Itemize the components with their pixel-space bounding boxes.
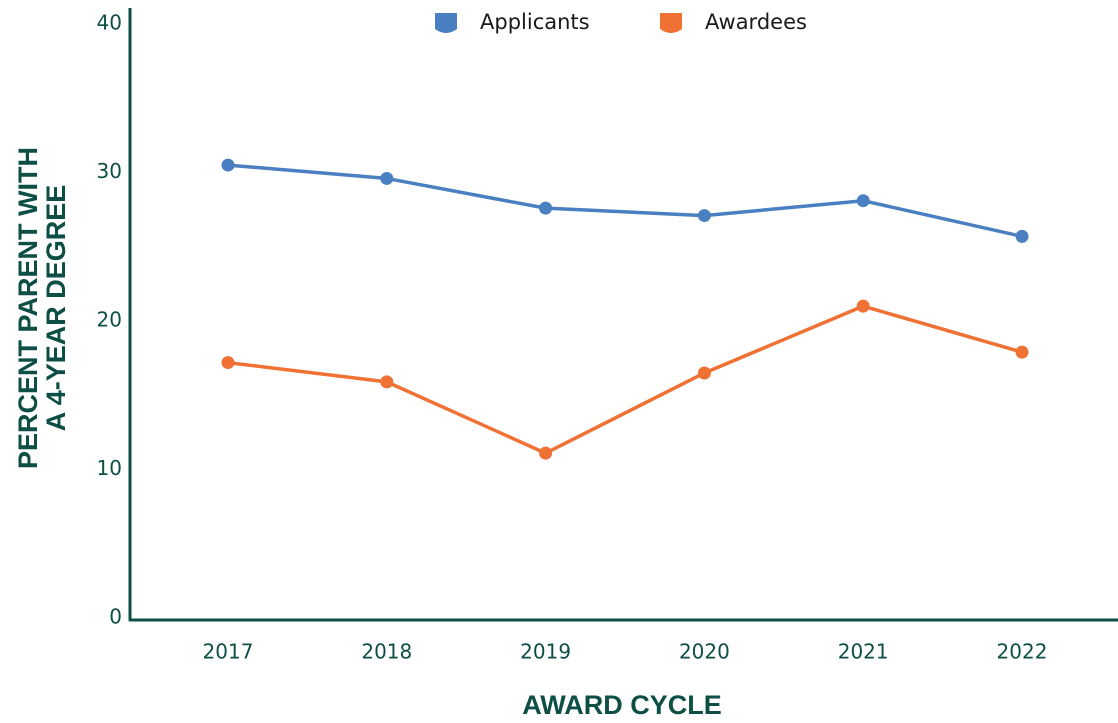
- point: [539, 201, 553, 215]
- point: [539, 446, 553, 460]
- legend-marker: [435, 13, 457, 33]
- y-axis-title-line: A 4-YEAR DEGREE: [41, 185, 71, 432]
- y-tick-label: 20: [97, 308, 122, 332]
- y-tick-label: 30: [97, 159, 122, 183]
- point: [380, 375, 394, 389]
- y-axis-title-line: PERCENT PARENT WITH: [13, 147, 43, 469]
- y-axis-title: PERCENT PARENT WITH A 4-YEAR DEGREE: [13, 147, 71, 469]
- x-tick-label: 2021: [838, 640, 889, 664]
- point: [856, 194, 870, 208]
- point: [1015, 345, 1029, 359]
- series-line: [227, 163, 1023, 239]
- series-line: [227, 304, 1023, 456]
- legend-label: Applicants: [480, 10, 590, 34]
- y-tick-label: 10: [97, 456, 122, 480]
- x-tick-label: 2022: [997, 640, 1048, 664]
- y-tick-label: 0: [109, 605, 122, 629]
- x-tick-label: 2018: [361, 640, 412, 664]
- point: [1015, 229, 1029, 243]
- point: [380, 171, 394, 185]
- point: [221, 356, 235, 370]
- x-tick-label: 2020: [679, 640, 730, 664]
- point: [856, 299, 870, 313]
- legend-marker: [660, 13, 682, 33]
- y-tick-label: 40: [97, 11, 122, 35]
- x-tick-label: 2019: [520, 640, 571, 664]
- x-axis-title: AWARD CYCLE: [522, 690, 722, 720]
- legend-label: Awardees: [705, 10, 807, 34]
- point: [697, 366, 711, 380]
- point: [697, 209, 711, 223]
- x-tick-label: 2017: [203, 640, 254, 664]
- point: [221, 158, 235, 172]
